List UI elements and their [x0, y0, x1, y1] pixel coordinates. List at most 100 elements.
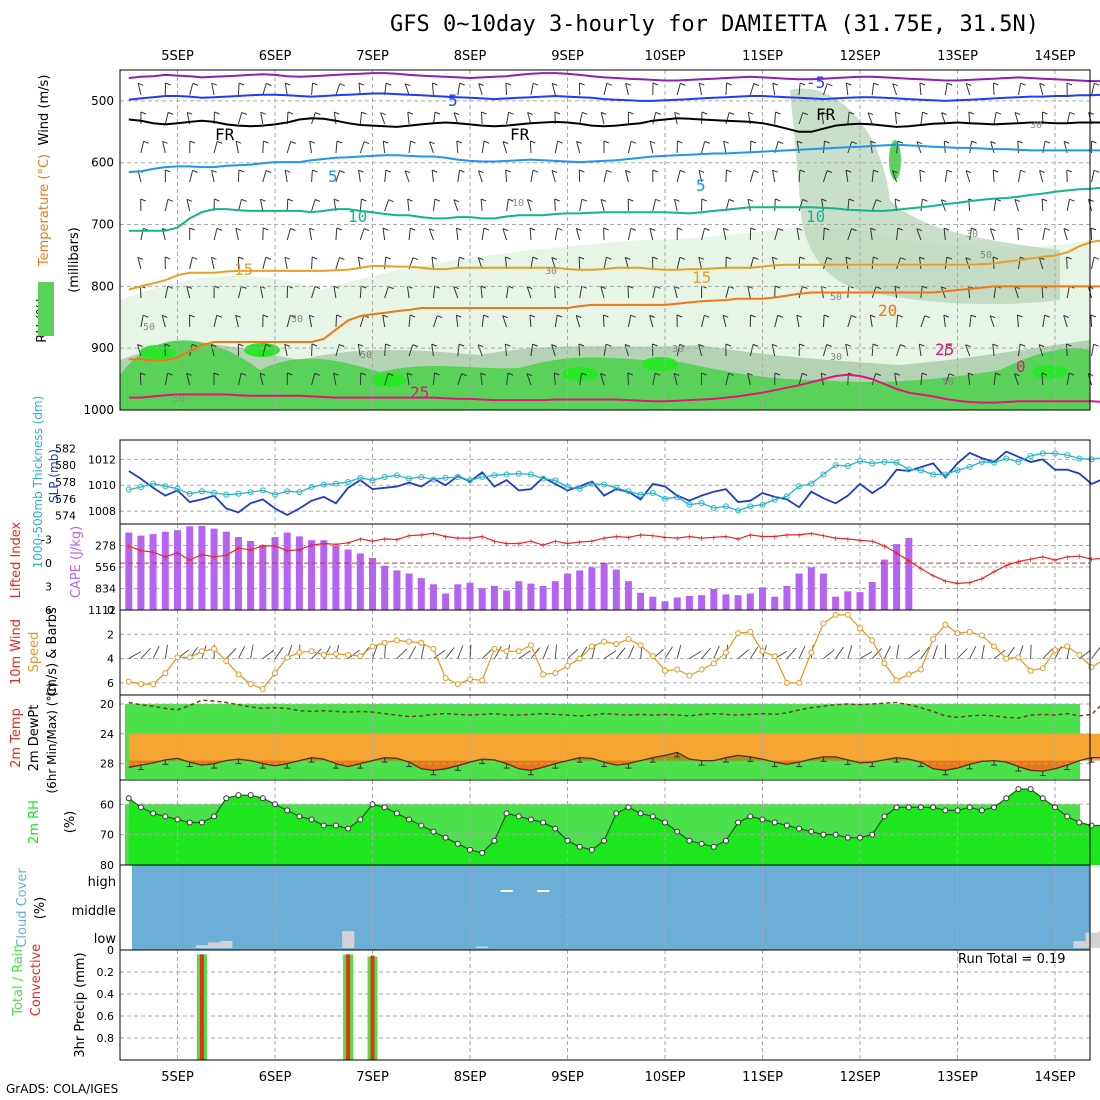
rh-marker: [308, 816, 315, 823]
top-date-label: 13SEP: [937, 49, 978, 64]
thickness-marker: [893, 459, 900, 466]
wind-barb: [992, 256, 999, 260]
wind-barb: [649, 315, 654, 328]
cape-bar: [295, 536, 303, 610]
wind-barb: [262, 170, 267, 183]
wind-barb: [993, 199, 997, 212]
wind-barb: [265, 343, 271, 347]
thickness-marker: [783, 493, 790, 500]
li-marker: +: [674, 534, 681, 543]
panel-frame: [119, 949, 1091, 1061]
thickness-marker: [381, 473, 388, 480]
wind-barb: [457, 373, 463, 386]
wind-barb: [944, 83, 948, 96]
wind-barb: [943, 227, 950, 231]
surface-wind-barb: [786, 647, 797, 659]
wind-barb: [385, 82, 392, 86]
wind-barb: [287, 372, 293, 376]
wind-barb: [192, 343, 198, 347]
wind-barb: [480, 111, 483, 125]
wind-barb: [434, 372, 440, 376]
rh-marker: [198, 819, 205, 826]
wind-barb: [216, 227, 223, 231]
rh-marker: [235, 792, 242, 799]
wind-speed-marker: [649, 653, 656, 660]
wind-speed-marker: [1003, 655, 1010, 662]
wind-speed-marker: [381, 639, 388, 646]
rh-marker: [576, 843, 583, 850]
wind-barb: [704, 314, 710, 318]
wind-barb: [941, 199, 947, 203]
rh-marker: [808, 828, 815, 835]
rh-marker: [930, 804, 937, 811]
thickness-marker: [308, 484, 315, 491]
wind-barb: [551, 344, 557, 348]
rh-marker: [674, 828, 681, 835]
wind-barb: [502, 141, 508, 154]
li-marker: +: [857, 536, 864, 545]
wind-barb: [552, 82, 558, 86]
wind-barb: [916, 228, 922, 241]
wind-barb: [851, 228, 857, 232]
thickness-marker: [357, 474, 364, 481]
thickness-marker: [198, 488, 205, 495]
wind-barb: [238, 82, 245, 86]
wind-barb: [481, 228, 485, 241]
run-total-label: Run Total = 0.19: [958, 952, 1066, 967]
wind-barb: [652, 256, 658, 260]
wind-barb: [725, 286, 730, 299]
cape-bar: [759, 587, 766, 610]
wind-speed-marker: [844, 611, 851, 618]
cape-bar: [186, 526, 194, 610]
cape-bar: [734, 595, 742, 610]
wind-speed-marker: [588, 643, 595, 650]
wind-barb: [526, 373, 533, 377]
cape-bar: [125, 532, 133, 610]
wind-barb: [527, 199, 533, 202]
wind-barb: [826, 170, 833, 174]
cape-bar: [856, 592, 864, 610]
wind-speed-marker: [991, 643, 998, 650]
wind-barb: [407, 372, 413, 376]
contour-label: FR: [510, 125, 530, 144]
wind-barb: [382, 315, 386, 328]
wind10-axis-label-b: Speed: [27, 632, 42, 673]
li-tick: -3: [41, 534, 52, 547]
wind-barb: [333, 286, 337, 299]
wind-barb: [603, 257, 607, 270]
wind-barb: [943, 228, 946, 241]
wind-barb: [920, 372, 923, 386]
wind-barb: [698, 83, 703, 96]
wind-barb: [652, 169, 658, 173]
thickness-marker: [564, 484, 571, 491]
wind-barb: [968, 111, 971, 125]
wind-barb: [263, 227, 269, 231]
wind-barb: [557, 140, 563, 144]
lifted-index-line: [128, 532, 1100, 585]
thickness-marker: [284, 488, 291, 495]
wind-speed-marker: [540, 671, 547, 678]
wind-barb: [576, 315, 582, 318]
wind-barb: [431, 170, 434, 183]
wind-barb: [1066, 256, 1072, 260]
wind-barb: [897, 227, 903, 231]
wind-barb: [409, 314, 416, 318]
cape-bar: [503, 590, 511, 610]
rh-marker: [783, 822, 790, 829]
wind-barb: [1042, 111, 1048, 115]
rh-marker: [698, 840, 705, 847]
wind-barb: [1017, 257, 1021, 270]
wind-barb: [358, 343, 364, 347]
wind-barb: [527, 112, 532, 125]
wind-barb: [284, 170, 288, 183]
rh-marker: [1027, 786, 1034, 793]
thickness-marker: [930, 471, 937, 478]
bottom-date-label: 11SEP: [742, 1070, 783, 1085]
wind-barb: [312, 256, 318, 260]
wind-barb: [456, 314, 462, 318]
rh-marker: [857, 834, 863, 841]
surface-wind-barb: [823, 649, 835, 659]
li-marker: +: [125, 542, 132, 551]
wind-barb: [192, 169, 198, 173]
rh-marker: [345, 825, 352, 832]
